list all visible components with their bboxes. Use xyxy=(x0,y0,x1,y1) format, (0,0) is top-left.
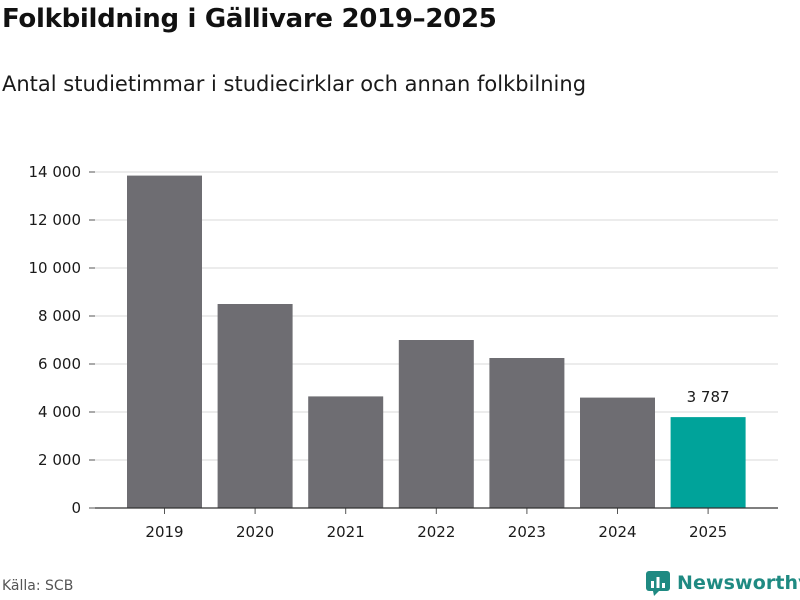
x-axis-ticks: 2019 2020 2021 2022 2023 2024 2025 xyxy=(145,508,727,541)
bar-2023 xyxy=(489,358,565,508)
bar-2020 xyxy=(217,304,293,508)
newsworthy-logo-icon xyxy=(646,571,670,596)
y-tick-label: 10 000 xyxy=(29,259,82,277)
x-tick-label-2025: 2025 xyxy=(689,523,727,541)
brand-name: Newsworthy xyxy=(677,572,800,594)
bar-2025 xyxy=(670,417,746,508)
bar-2022 xyxy=(398,340,474,508)
y-tick-label: 0 xyxy=(71,499,81,517)
bars xyxy=(127,175,746,508)
y-axis-ticks: 0 2 000 4 000 6 000 8 000 10 000 12 000 14 000 xyxy=(29,163,95,517)
x-tick-label-2022: 2022 xyxy=(417,523,455,541)
x-tick-label-2019: 2019 xyxy=(145,523,183,541)
y-tick-label: 4 000 xyxy=(38,403,81,421)
bar-2019 xyxy=(127,175,202,508)
x-tick-label-2024: 2024 xyxy=(598,523,636,541)
source-note: Källa: SCB xyxy=(2,578,74,594)
chart-title: Folkbildning i Gällivare 2019–2025 xyxy=(2,4,497,34)
bar-2024 xyxy=(580,397,655,508)
x-tick-label-2020: 2020 xyxy=(236,523,274,541)
y-tick-label: 2 000 xyxy=(38,451,81,469)
y-tick-label: 6 000 xyxy=(38,355,81,373)
x-tick-label-2023: 2023 xyxy=(508,523,546,541)
y-tick-label: 14 000 xyxy=(29,163,82,181)
brand-logo: Newsworthy xyxy=(645,570,800,596)
bar-2021 xyxy=(308,396,384,508)
data-label-2025: 3 787 xyxy=(687,388,730,406)
chart-subtitle: Antal studietimmar i studiecirklar och a… xyxy=(2,72,587,96)
y-tick-label: 8 000 xyxy=(38,307,81,325)
y-tick-label: 12 000 xyxy=(29,211,82,229)
x-tick-label-2021: 2021 xyxy=(327,523,365,541)
